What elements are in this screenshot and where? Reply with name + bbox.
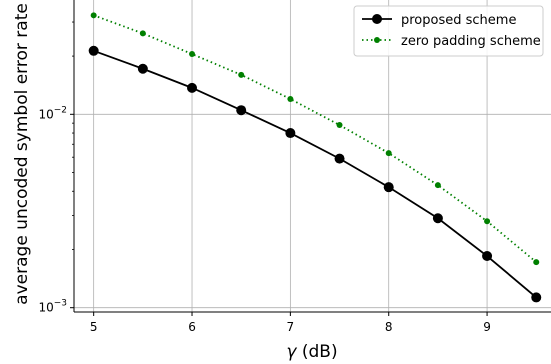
data-point bbox=[383, 182, 394, 193]
axes bbox=[73, 0, 551, 313]
x-tick-label: 7 bbox=[287, 320, 295, 334]
series-line-1 bbox=[93, 14, 537, 263]
data-point bbox=[533, 259, 540, 266]
data-point bbox=[385, 150, 392, 157]
legend-frame bbox=[353, 5, 544, 57]
data-point bbox=[189, 51, 196, 58]
data-point bbox=[88, 45, 99, 56]
data-point bbox=[434, 182, 441, 189]
gamma-symbol: γ bbox=[286, 342, 297, 362]
legend: proposed scheme zero padding scheme bbox=[353, 5, 544, 57]
legend-label-zero-padding: zero padding scheme bbox=[401, 34, 541, 49]
data-point bbox=[139, 30, 146, 37]
data-point bbox=[90, 12, 97, 19]
data-point bbox=[236, 105, 247, 116]
data-point bbox=[336, 122, 343, 129]
series bbox=[88, 12, 542, 303]
x-tick-label: 8 bbox=[385, 320, 393, 334]
data-point bbox=[432, 213, 443, 224]
x-tick-label: 9 bbox=[483, 320, 491, 334]
legend-marker-zero-padding bbox=[374, 37, 380, 43]
legend-marker-proposed bbox=[372, 14, 382, 24]
data-point bbox=[484, 218, 491, 225]
y-axis-label: average uncoded symbol error rate bbox=[12, 3, 32, 305]
data-point bbox=[187, 82, 198, 93]
data-point bbox=[334, 153, 345, 164]
data-point bbox=[238, 71, 245, 78]
data-point bbox=[531, 292, 542, 303]
x-tick-label: 6 bbox=[188, 320, 196, 334]
y-tick-label: 10−2 bbox=[38, 105, 67, 121]
x-axis-label: γ (dB) bbox=[286, 342, 337, 362]
x-axis-unit: (dB) bbox=[296, 342, 337, 362]
data-point bbox=[137, 63, 148, 74]
legend-label-proposed: proposed scheme bbox=[401, 13, 516, 28]
data-point bbox=[482, 251, 493, 262]
series-line-0 bbox=[93, 49, 537, 299]
ticks: 5 6 7 8 9 10−2 10−3 bbox=[38, 21, 491, 334]
x-tick-label: 5 bbox=[90, 320, 98, 334]
data-point bbox=[287, 95, 294, 102]
y-tick-label: 10−3 bbox=[38, 299, 67, 315]
data-point bbox=[285, 128, 296, 139]
